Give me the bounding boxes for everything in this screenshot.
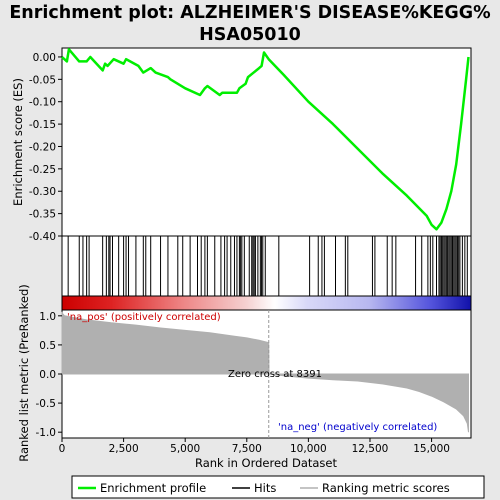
metric-y-tick-label: 1.0 [39, 311, 56, 323]
es-y-tick-label: -0.10 [29, 97, 56, 109]
chart-title-line2: HSA05010 [199, 25, 301, 45]
x-tick-label: 5,000 [170, 443, 200, 455]
metric-y-tick-label: 0.5 [39, 340, 56, 352]
x-tick-label: 10,000 [290, 443, 327, 455]
rank-gradient-bar [61, 295, 472, 311]
es-y-tick-label: -0.15 [29, 119, 56, 131]
metric-y-axis: 1.0 0.5 0.0 -0.5 -1.0 [36, 311, 62, 439]
metric-y-tick-label: -1.0 [36, 427, 57, 439]
enrichment-profile-line [61, 48, 470, 231]
es-panel-frame [61, 47, 472, 237]
hits-panel [61, 235, 472, 297]
x-tick-label: 2,500 [109, 443, 139, 455]
pos-correlated-label: 'na_pos' (positively correlated) [67, 312, 221, 323]
metric-y-tick-label: 0.0 [39, 369, 56, 381]
x-tick-label: 0 [59, 443, 66, 455]
es-y-tick-label: -0.35 [29, 209, 56, 221]
legend: Enrichment profile Hits Ranking metric s… [71, 475, 485, 499]
es-y-tick-label: 0.00 [33, 52, 56, 64]
metric-y-label: Ranked list metric (PreRanked) [17, 284, 31, 462]
es-y-tick-label: -0.40 [29, 231, 56, 243]
legend-hits-label: Hits [254, 481, 276, 495]
neg-correlated-label: 'na_neg' (negatively correlated) [278, 422, 437, 433]
legend-box [71, 475, 485, 499]
metric-y-tick-label: -0.5 [36, 398, 57, 410]
zero-cross-label: Zero cross at 8391 [228, 369, 322, 380]
ranking-metric-area [61, 311, 469, 433]
es-y-tick-label: -0.30 [29, 186, 56, 198]
es-y-axis: 0.00 -0.05 -0.10 -0.15 -0.20 -0.25 -0.30 -0.35 -… [29, 52, 62, 243]
chart-title-line1: Enrichment plot: ALZHEIMER'S DISEASE%KEG… [9, 3, 490, 23]
x-tick-label: 7,500 [232, 443, 262, 455]
x-tick-label: 15,000 [413, 443, 450, 455]
hit-marks [67, 236, 468, 296]
es-panel: 0.00 -0.05 -0.10 -0.15 -0.20 -0.25 -0.30 -0.35 -… [29, 47, 472, 243]
es-y-tick-label: -0.25 [29, 164, 56, 176]
legend-profile-label: Enrichment profile [100, 481, 206, 495]
rank-x-axis: 0 2,500 5,000 7,500 10,000 12,500 15,000 [59, 438, 450, 455]
metric-panel: 1.0 0.5 0.0 -0.5 -1.0 0 2,500 5,000 7,500 10,000… [36, 309, 472, 455]
x-tick-label: 12,500 [352, 443, 389, 455]
hits-panel-frame [61, 235, 472, 297]
es-y-label: Enrichment score (ES) [11, 78, 25, 206]
es-y-tick-label: -0.20 [29, 141, 56, 153]
x-axis-label: Rank in Ordered Dataset [195, 456, 338, 470]
es-y-tick-label: -0.05 [29, 74, 56, 86]
legend-metric-label: Ranking metric scores [322, 481, 450, 495]
